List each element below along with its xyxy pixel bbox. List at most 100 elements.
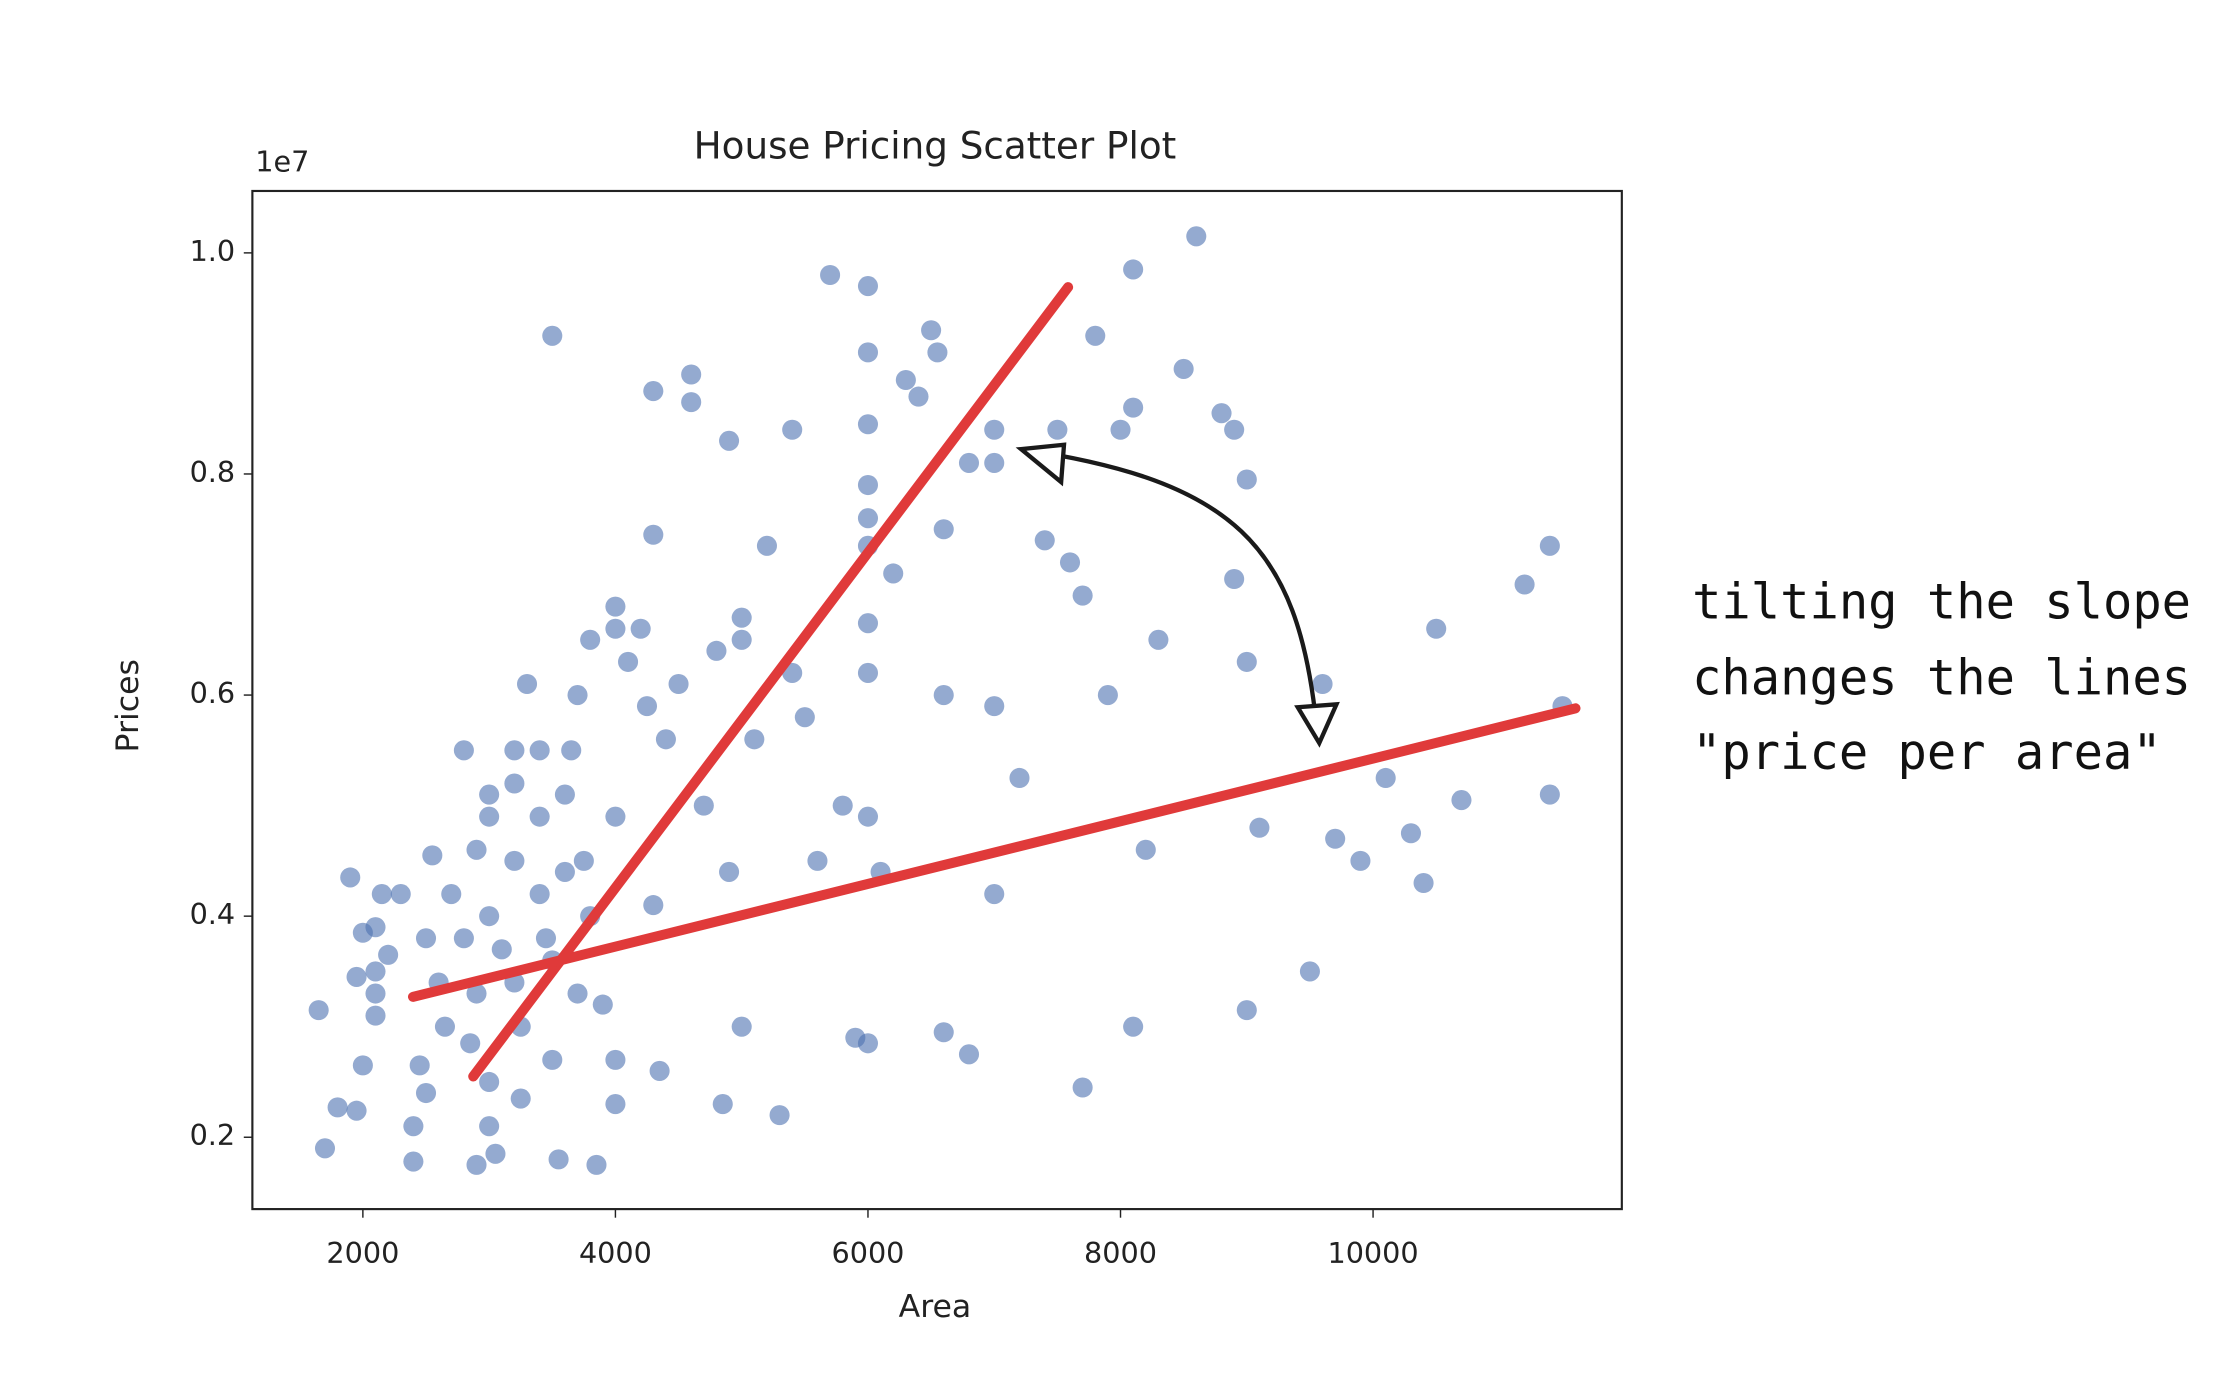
scatter-point xyxy=(378,944,399,965)
scatter-point xyxy=(365,961,386,982)
scatter-point xyxy=(308,1000,329,1021)
scatter-point xyxy=(832,795,853,816)
x-tick-label: 8000 xyxy=(1084,1236,1157,1270)
scatter-point xyxy=(857,474,879,496)
scatter-point xyxy=(567,983,588,1004)
scatter-point xyxy=(1350,850,1371,871)
scatter-point xyxy=(712,1094,733,1115)
scatter-point xyxy=(883,563,904,584)
scatter-point xyxy=(643,381,664,402)
scatter-point xyxy=(1224,419,1245,440)
curved-arrow xyxy=(1020,446,1319,725)
scatter-point xyxy=(479,806,500,827)
scatter-point xyxy=(1123,259,1144,280)
scatter-point xyxy=(586,1154,607,1175)
scatter-point xyxy=(346,1100,367,1121)
annotation-text: "price per area" xyxy=(1692,725,2162,781)
scatter-point xyxy=(485,1143,506,1164)
scatter-point xyxy=(554,861,575,882)
scatter-point xyxy=(592,994,613,1015)
y-tick-label: 0.6 xyxy=(190,676,236,710)
scatter-point xyxy=(327,1097,348,1118)
scatter-point xyxy=(1110,419,1131,440)
scatter-point xyxy=(573,850,594,871)
scatter-point xyxy=(857,342,879,363)
scatter-point xyxy=(1236,469,1257,490)
scatter-point xyxy=(1325,828,1346,849)
scatter-point xyxy=(719,430,740,451)
scatter-point xyxy=(921,320,942,341)
scatter-point xyxy=(857,508,879,529)
scatter-point xyxy=(756,535,777,556)
scatter-point xyxy=(984,419,1005,440)
scatter-point xyxy=(1236,651,1257,672)
scatter-point xyxy=(958,452,980,473)
scatter-point xyxy=(895,369,916,391)
scatter-point xyxy=(605,806,626,827)
scatter-point xyxy=(927,342,948,363)
arrowhead xyxy=(1294,701,1340,748)
scatter-point xyxy=(782,419,803,440)
scatter-point xyxy=(668,673,689,695)
scatter-point xyxy=(933,685,954,706)
scatter-point xyxy=(542,325,563,346)
scatter-point xyxy=(1211,403,1232,424)
scatter-point xyxy=(441,884,462,905)
x-tick-label: 4000 xyxy=(579,1236,652,1270)
scatter-point xyxy=(567,685,588,706)
scatter-point xyxy=(542,1049,563,1070)
scatter-point xyxy=(630,618,651,639)
scatter-point xyxy=(529,884,550,905)
scatter-point xyxy=(479,1071,500,1093)
scatter-point xyxy=(1236,1000,1257,1021)
scatter-point xyxy=(510,1088,531,1109)
scatter-point xyxy=(1085,325,1106,346)
scatter-point xyxy=(857,806,879,827)
y-offset-label: 1e7 xyxy=(255,145,309,179)
scatter-point xyxy=(1009,767,1030,789)
scatter-point xyxy=(460,1033,481,1054)
scatter-point xyxy=(479,1116,500,1137)
annotation-text: tilting the slope xyxy=(1692,574,2191,630)
scatter-point xyxy=(1413,872,1434,894)
x-tick-label: 2000 xyxy=(326,1236,399,1270)
scatter-point xyxy=(643,895,664,916)
scatter-point xyxy=(1186,226,1207,247)
scatter-point xyxy=(857,276,879,297)
scatter-point xyxy=(933,519,954,540)
scatter-point xyxy=(415,928,437,949)
scatter-point xyxy=(504,773,525,794)
annotation-text: changes the lines xyxy=(1692,650,2191,706)
scatter-point xyxy=(1148,629,1169,650)
scatter-point xyxy=(504,740,525,761)
scatter-point xyxy=(409,1055,430,1076)
scatter-point xyxy=(1539,784,1560,805)
scatter-point xyxy=(365,983,386,1004)
scatter-point xyxy=(403,1116,424,1137)
y-tick-label: 0.8 xyxy=(190,455,236,489)
scatter-point xyxy=(1451,790,1472,811)
scatter-point xyxy=(769,1105,790,1126)
chart-title: House Pricing Scatter Plot xyxy=(694,123,1177,167)
scatter-point xyxy=(529,806,550,827)
scatter-point xyxy=(605,618,626,639)
scatter-point xyxy=(340,867,361,888)
scatter-point xyxy=(422,845,443,866)
scatter-point xyxy=(516,673,538,695)
plot-area xyxy=(308,226,1581,1175)
scatter-point xyxy=(618,651,639,672)
scatter-point xyxy=(1426,618,1447,639)
scatter-point xyxy=(504,850,525,871)
scatter-point xyxy=(561,740,582,761)
scatter-point xyxy=(548,1149,569,1170)
scatter-point xyxy=(466,839,487,860)
y-tick-label: 0.2 xyxy=(190,1118,236,1152)
scatter-point xyxy=(1047,419,1068,440)
scatter-point xyxy=(857,1033,879,1054)
scatter-point xyxy=(453,740,474,761)
scatter-point xyxy=(1123,1016,1144,1037)
scatter-point xyxy=(1299,961,1320,982)
scatter-point xyxy=(731,1016,752,1037)
